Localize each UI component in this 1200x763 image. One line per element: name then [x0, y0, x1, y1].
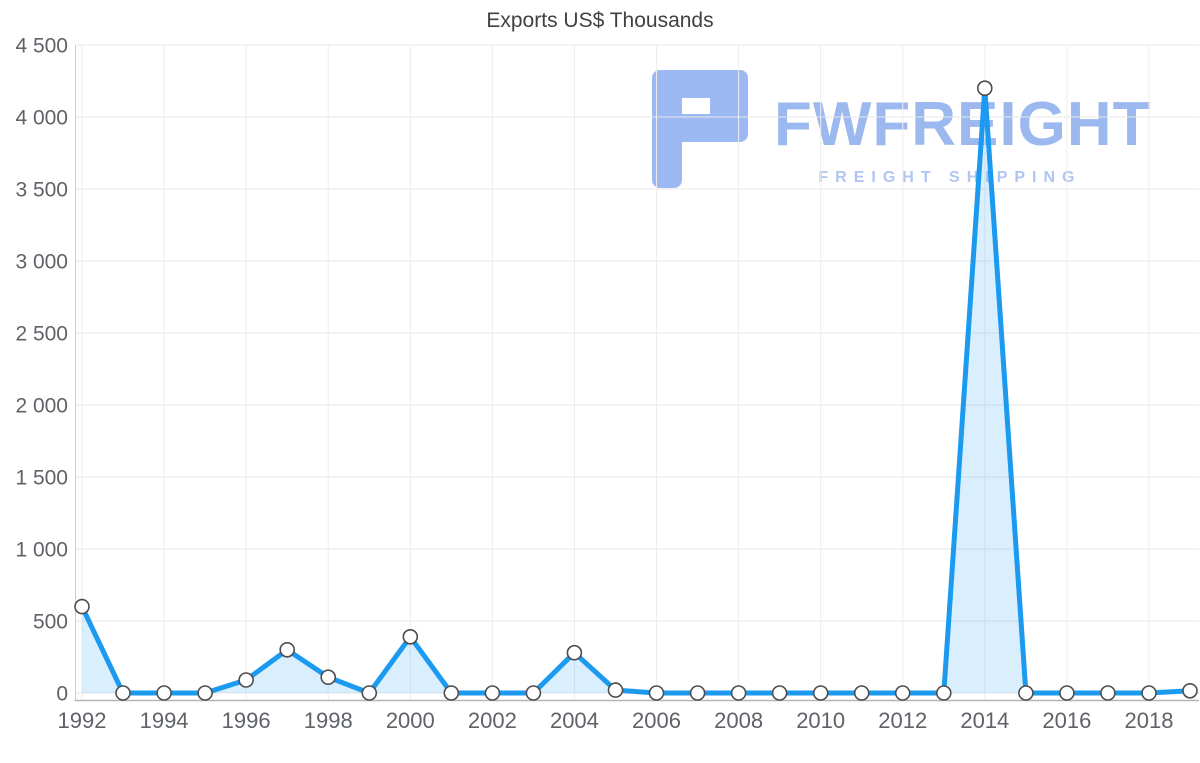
- data-point-2011[interactable]: [853, 685, 870, 701]
- data-point-1996[interactable]: [238, 672, 254, 688]
- chart-title: Exports US$ Thousands: [486, 9, 714, 32]
- y-tick-label: 4 000: [15, 107, 68, 130]
- x-tick-label: 1996: [222, 708, 271, 733]
- series-line: [79, 85, 1193, 696]
- x-tick-label: 2000: [386, 708, 435, 733]
- x-tick-label: 2018: [1124, 708, 1173, 733]
- data-point-2001[interactable]: [443, 685, 460, 701]
- data-point-2012[interactable]: [894, 685, 911, 701]
- y-tick-label: 2 000: [15, 395, 68, 418]
- data-point-2006[interactable]: [648, 685, 665, 701]
- data-point-2016[interactable]: [1059, 685, 1075, 701]
- y-tick-label: 4 500: [15, 35, 68, 58]
- x-tick-label: 2004: [550, 708, 599, 733]
- y-tick-label: 2 500: [15, 323, 68, 346]
- x-tick-label: 2014: [960, 708, 1009, 733]
- axes: [74, 45, 1199, 702]
- data-point-1992[interactable]: [74, 598, 90, 615]
- data-point-1993[interactable]: [115, 685, 131, 701]
- y-tick-label: 1 000: [15, 539, 68, 562]
- data-point-2009[interactable]: [771, 685, 788, 701]
- data-point-2014[interactable]: [976, 80, 993, 96]
- x-tick-label: 1994: [140, 708, 189, 733]
- data-point-2007[interactable]: [689, 685, 706, 701]
- data-point-2005[interactable]: [607, 682, 624, 698]
- data-point-2015[interactable]: [1018, 685, 1034, 701]
- x-tick-label: 2016: [1042, 708, 1091, 733]
- y-tick-label: 3 500: [15, 179, 68, 202]
- data-point-2013[interactable]: [935, 685, 952, 701]
- data-point-2003[interactable]: [525, 685, 542, 701]
- x-tick-label: 2010: [796, 708, 845, 733]
- data-point-2019[interactable]: [1182, 682, 1198, 699]
- y-tick-label: 3 000: [15, 251, 68, 274]
- y-axis-labels: 0 500 1 000 1 500 2 000 2 500 3 000 3 500 4 000 4…: [15, 35, 68, 706]
- x-tick-label: 2002: [468, 708, 517, 733]
- y-tick-label: 1 500: [15, 467, 68, 490]
- x-axis-labels: 1992 1994 1996 1998 2000 2002 2004 2006 2008 2010…: [58, 708, 1174, 733]
- y-tick-label: 500: [33, 611, 68, 634]
- data-point-2017[interactable]: [1100, 685, 1116, 701]
- data-point-1999[interactable]: [361, 685, 378, 701]
- data-point-1998[interactable]: [320, 669, 337, 686]
- x-tick-label: 1998: [304, 708, 353, 733]
- data-point-2000[interactable]: [402, 628, 419, 645]
- x-tick-label: 2008: [714, 708, 763, 733]
- gridlines: [75, 44, 1199, 701]
- data-point-2018[interactable]: [1141, 685, 1157, 701]
- y-tick-label: 0: [56, 683, 68, 706]
- data-point-1994[interactable]: [156, 685, 172, 701]
- data-point-2010[interactable]: [812, 685, 829, 701]
- x-tick-label: 1992: [58, 708, 107, 733]
- data-points: [74, 80, 1198, 701]
- data-point-2004[interactable]: [566, 644, 583, 661]
- data-point-1995[interactable]: [197, 685, 213, 701]
- data-point-2002[interactable]: [484, 685, 501, 701]
- series-area-fill: [82, 88, 1190, 693]
- data-point-2008[interactable]: [730, 685, 747, 701]
- data-point-1997[interactable]: [279, 641, 296, 658]
- x-tick-label: 2006: [632, 708, 681, 733]
- x-tick-label: 2012: [878, 708, 927, 733]
